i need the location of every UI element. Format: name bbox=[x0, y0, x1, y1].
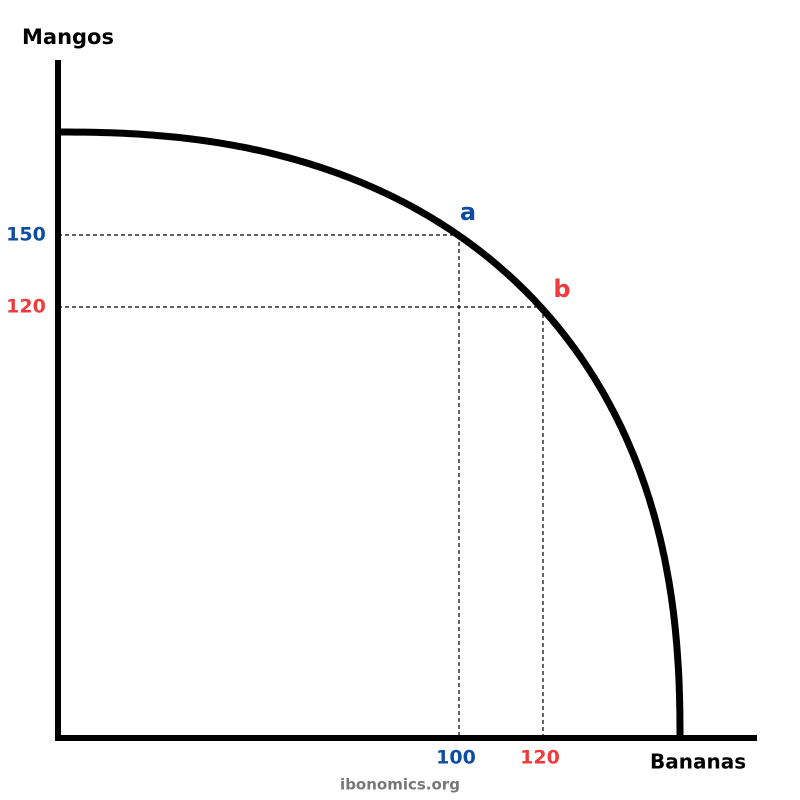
footer: ibonomics.org bbox=[340, 776, 460, 794]
x-value-label: 100 bbox=[436, 747, 476, 769]
point-label: b bbox=[553, 275, 570, 303]
y-value-label: 120 bbox=[6, 296, 46, 318]
x-axis-title: Bananas bbox=[650, 750, 746, 774]
x-value-label: 120 bbox=[520, 747, 560, 769]
point-label: a bbox=[460, 198, 476, 226]
y-axis-title: Mangos bbox=[22, 25, 114, 49]
y-value-label: 150 bbox=[6, 224, 46, 246]
ppf-curve bbox=[58, 128, 684, 738]
